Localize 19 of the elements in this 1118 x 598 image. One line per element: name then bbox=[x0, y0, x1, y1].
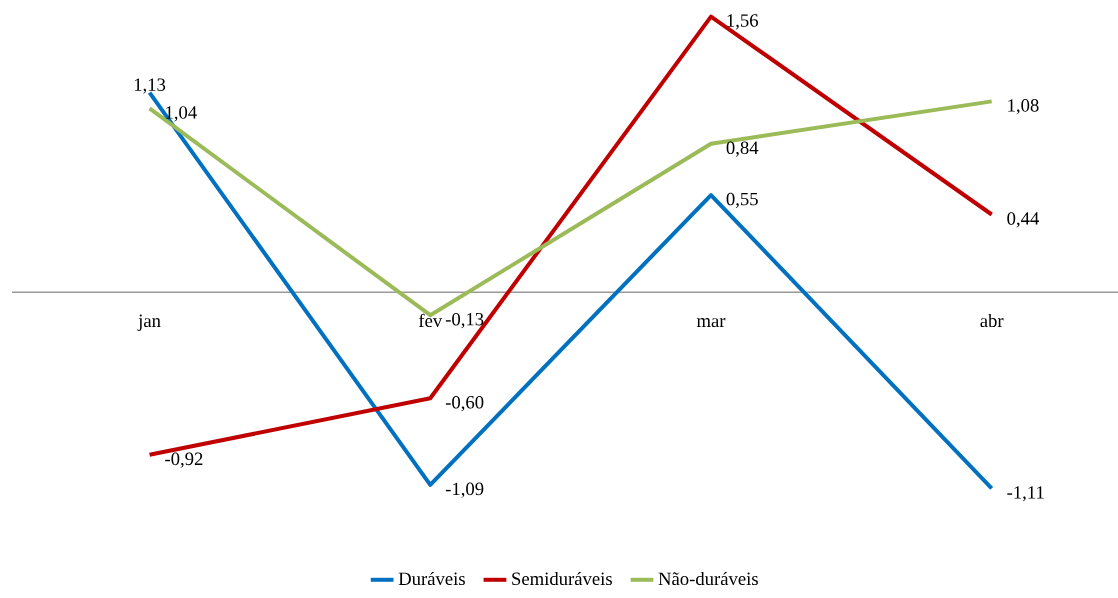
data-label: 1,04 bbox=[166, 106, 197, 122]
data-label: -1,11 bbox=[1007, 486, 1044, 502]
data-label: -1,09 bbox=[445, 482, 484, 498]
data-label: 0,84 bbox=[726, 141, 759, 157]
data-label: 0,44 bbox=[1007, 212, 1039, 228]
legend-label: Duráveis bbox=[398, 571, 465, 586]
data-label: -0,13 bbox=[445, 312, 484, 329]
legend-label: Não-duráveis bbox=[658, 571, 758, 586]
data-label: 1,13 bbox=[134, 78, 166, 94]
legend-label: Semiduráveis bbox=[512, 571, 612, 586]
data-label: -0,92 bbox=[165, 452, 203, 468]
data-label: 1,08 bbox=[1008, 99, 1039, 115]
x-tick-label: jan bbox=[137, 314, 161, 331]
x-tick-label: abr bbox=[980, 313, 1004, 328]
x-tick-label: fev bbox=[418, 313, 443, 328]
x-tick-label: mar bbox=[696, 318, 726, 328]
data-label: 0,55 bbox=[726, 192, 758, 209]
data-label: -0,60 bbox=[445, 395, 484, 412]
data-label: 1,56 bbox=[727, 14, 759, 30]
